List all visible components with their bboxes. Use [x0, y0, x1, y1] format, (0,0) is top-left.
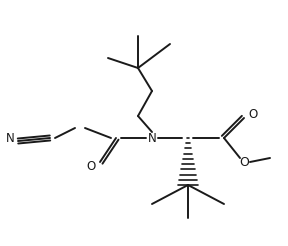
- Text: O: O: [86, 160, 96, 173]
- Text: O: O: [248, 108, 258, 121]
- Text: N: N: [6, 133, 14, 145]
- Text: N: N: [148, 132, 156, 144]
- Text: O: O: [239, 155, 249, 169]
